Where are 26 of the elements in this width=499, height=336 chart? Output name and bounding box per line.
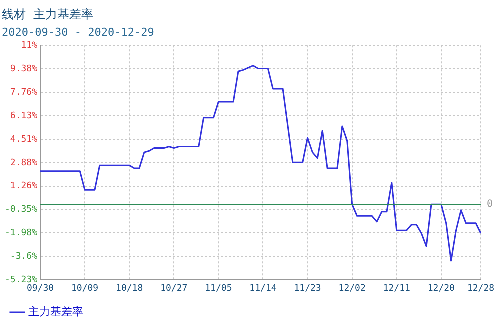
y-tick-label: 11% <box>21 40 38 51</box>
y-tick-label: 9.38% <box>10 64 38 74</box>
x-tick-label: 12/28 <box>467 284 495 294</box>
y-tick-label: 4.51% <box>10 134 38 145</box>
ref-line-label: 0 <box>487 199 494 210</box>
y-tick-label: 1.26% <box>10 182 38 192</box>
x-tick-label: 12/02 <box>338 284 366 294</box>
y-tick-label: 7.76% <box>10 88 38 98</box>
y-tick-label: -1.98% <box>4 228 38 239</box>
x-tick-label: 10/18 <box>116 284 144 294</box>
x-tick-label: 12/20 <box>428 284 455 294</box>
y-tick-label: -5.23% <box>4 276 38 286</box>
x-tick-label: 10/27 <box>160 284 188 294</box>
x-tick-label: 12/11 <box>383 284 410 294</box>
x-tick-label: 11/14 <box>250 284 277 294</box>
chart-title: 线材 主力基差率 <box>2 7 94 22</box>
y-tick-label: 6.13% <box>10 111 38 122</box>
x-tick-label: 11/05 <box>205 284 232 294</box>
x-tick-label: 09/30 <box>26 284 54 294</box>
y-tick-label: -0.35% <box>4 205 38 216</box>
legend-label: 主力基差率 <box>28 305 84 318</box>
chart-subtitle: 2020-09-30 - 2020-12-29 <box>2 26 154 39</box>
y-tick-label: 2.88% <box>10 158 38 168</box>
y-tick-label: -3.6% <box>10 252 38 262</box>
x-tick-label: 11/23 <box>294 284 322 294</box>
x-tick-label: 10/09 <box>72 284 99 294</box>
